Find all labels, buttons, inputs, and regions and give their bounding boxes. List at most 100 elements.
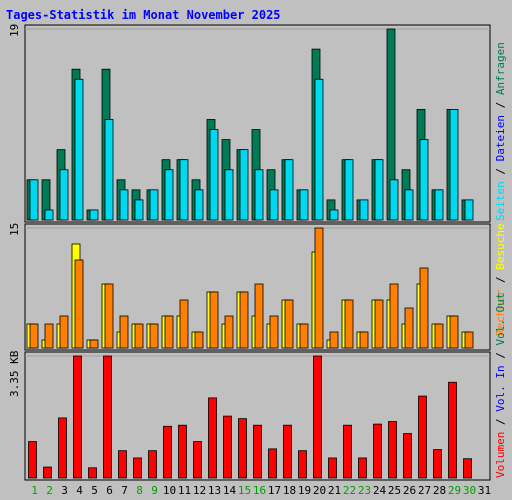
- legend-panel-2-entry-2: Besuche: [494, 223, 507, 269]
- bar-volumen-day-16: [253, 424, 262, 479]
- x-tick-label-day-26: 26: [403, 484, 416, 497]
- bar-volumen-day-6: [103, 355, 112, 479]
- bar-volumen-day-15: [238, 418, 247, 479]
- bar-dateien-day-4: [74, 78, 84, 221]
- bar-dateien-day-9: [149, 189, 159, 221]
- x-tick-label-day-5: 5: [91, 484, 98, 497]
- bar-volumen-day-14: [223, 415, 232, 479]
- bar-rechner-day-29: [449, 315, 459, 349]
- x-tick-label-day-29: 29: [448, 484, 461, 497]
- bar-rechner-day-3: [59, 315, 69, 349]
- bar-dateien-day-1: [29, 179, 39, 221]
- bar-rechner-day-15: [239, 291, 249, 349]
- x-tick-label-day-10: 10: [163, 484, 176, 497]
- bar-volumen-day-26: [403, 433, 412, 479]
- bar-rechner-day-12: [194, 331, 204, 349]
- bar-volumen-day-10: [163, 425, 172, 479]
- bar-volumen-day-11: [178, 424, 187, 479]
- bar-dateien-day-17: [269, 189, 279, 221]
- x-tick-label-day-31: 31: [478, 484, 491, 497]
- legend-panel-2-separator: /: [494, 270, 507, 290]
- legend-panel-3-entry-3: Vol. Out: [494, 293, 507, 346]
- bar-rechner-day-25: [389, 283, 399, 349]
- x-tick-label-day-18: 18: [283, 484, 296, 497]
- bar-rechner-day-18: [284, 299, 294, 349]
- bar-volumen-day-24: [373, 423, 382, 479]
- bar-rechner-day-2: [44, 323, 54, 349]
- bar-dateien-day-11: [179, 159, 189, 221]
- legend-panel-2: Rechner / Besuche: [494, 223, 507, 336]
- x-tick-label-day-8: 8: [136, 484, 143, 497]
- bar-rechner-day-8: [134, 323, 144, 349]
- bar-rechner-day-28: [434, 323, 444, 349]
- bar-dateien-day-25: [389, 179, 399, 221]
- bar-dateien-day-22: [344, 159, 354, 221]
- x-tick-label-day-30: 30: [463, 484, 476, 497]
- legend-panel-3-separator: /: [494, 412, 507, 432]
- bar-volumen-day-23: [358, 457, 367, 479]
- legend-panel-3-entry-1: Volumen: [494, 432, 507, 478]
- bar-rechner-day-17: [269, 315, 279, 349]
- bar-dateien-day-27: [419, 139, 429, 221]
- x-tick-label-day-14: 14: [223, 484, 237, 497]
- bar-rechner-day-6: [104, 283, 114, 349]
- bar-volumen-day-5: [88, 467, 97, 479]
- chart-title: Tages-Statistik im Monat November 2025: [6, 8, 281, 22]
- x-tick-label-day-17: 17: [268, 484, 281, 497]
- bar-dateien-day-3: [59, 169, 69, 221]
- legend-panel-2-entry-1: Rechner: [494, 289, 507, 336]
- bar-dateien-day-10: [164, 169, 174, 221]
- bar-rechner-day-7: [119, 315, 129, 349]
- legend-panel-1-entry-2: Dateien: [494, 115, 507, 161]
- x-tick-label-day-25: 25: [388, 484, 401, 497]
- bar-volumen-day-22: [343, 424, 352, 479]
- x-tick-label-day-22: 22: [343, 484, 356, 497]
- x-tick-label-day-11: 11: [178, 484, 191, 497]
- bar-dateien-day-30: [464, 199, 474, 221]
- bar-dateien-day-18: [284, 159, 294, 221]
- bar-dateien-day-23: [359, 199, 369, 221]
- x-tick-label-day-16: 16: [253, 484, 266, 497]
- bar-volumen-day-21: [328, 457, 337, 479]
- x-tick-label-day-21: 21: [328, 484, 341, 497]
- bar-dateien-day-12: [194, 189, 204, 221]
- bar-dateien-day-16: [254, 169, 264, 221]
- bar-volumen-day-27: [418, 395, 427, 479]
- x-tick-label-day-27: 27: [418, 484, 431, 497]
- bar-volumen-day-18: [283, 424, 292, 479]
- bar-dateien-day-21: [329, 209, 339, 221]
- bar-volumen-day-17: [268, 448, 277, 479]
- x-tick-label-day-2: 2: [46, 484, 53, 497]
- bar-rechner-day-24: [374, 299, 384, 349]
- bar-volumen-day-13: [208, 397, 217, 479]
- bar-rechner-day-26: [404, 307, 414, 349]
- bar-rechner-day-22: [344, 299, 354, 349]
- x-tick-label-day-13: 13: [208, 484, 221, 497]
- bar-dateien-day-5: [89, 209, 99, 221]
- x-tick-label-day-4: 4: [76, 484, 83, 497]
- bar-volumen-day-8: [133, 457, 142, 479]
- bar-dateien-day-20: [314, 78, 324, 221]
- bar-dateien-day-28: [434, 189, 444, 221]
- bar-volumen-day-30: [463, 458, 472, 479]
- bar-rechner-day-23: [359, 331, 369, 349]
- bar-rechner-day-4: [74, 259, 84, 349]
- bar-rechner-day-19: [299, 323, 309, 349]
- bar-dateien-day-2: [44, 209, 54, 221]
- bar-volumen-day-9: [148, 450, 157, 479]
- bar-rechner-day-21: [329, 331, 339, 349]
- bar-volumen-day-25: [388, 421, 397, 479]
- bar-volumen-day-20: [313, 355, 322, 479]
- y-axis-max-label-1: 19: [8, 24, 21, 37]
- bar-volumen-day-28: [433, 449, 442, 479]
- legend-panel-3-separator: /: [494, 346, 507, 366]
- bar-dateien-day-15: [239, 149, 249, 221]
- bar-rechner-day-20: [314, 227, 324, 349]
- x-tick-label-day-24: 24: [373, 484, 387, 497]
- bar-volumen-day-19: [298, 450, 307, 479]
- bar-rechner-day-16: [254, 283, 264, 349]
- x-tick-label-day-20: 20: [313, 484, 326, 497]
- bar-rechner-day-10: [164, 315, 174, 349]
- legend-panel-1: Seiten / Dateien / Anfragen: [494, 42, 507, 221]
